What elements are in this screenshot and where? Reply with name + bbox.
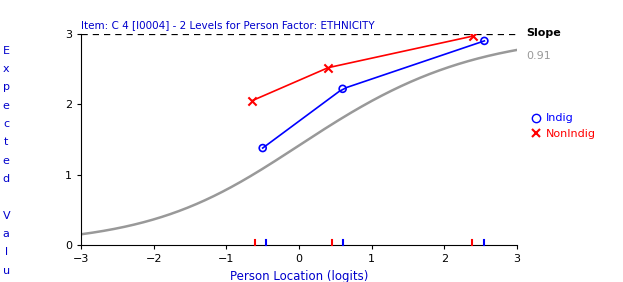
Text: p: p (2, 82, 10, 92)
Text: l: l (4, 247, 8, 257)
Point (258, 146, 268, 150)
Point (338, 87, 348, 91)
Point (468, 34, 478, 38)
Legend: Indig, NonIndig: Indig, NonIndig (531, 113, 596, 139)
Text: x: x (3, 64, 9, 74)
Text: Slope: Slope (526, 28, 561, 38)
Text: e: e (2, 101, 10, 111)
Text: a: a (2, 229, 10, 239)
Text: d: d (2, 174, 10, 184)
Text: Item: C 4 [I0004] - 2 Levels for Person Factor: ETHNICITY: Item: C 4 [I0004] - 2 Levels for Person … (81, 20, 374, 30)
Text: e: e (2, 156, 10, 166)
Text: V: V (2, 211, 10, 221)
Text: t: t (4, 137, 9, 147)
Text: c: c (3, 119, 9, 129)
Point (480, 39, 490, 43)
X-axis label: Person Location (logits): Person Location (logits) (230, 270, 368, 282)
Text: 0.91: 0.91 (526, 51, 551, 61)
Point (323, 65, 333, 70)
Text: u: u (2, 266, 10, 276)
Text: E: E (2, 46, 10, 56)
Point (247, 99, 257, 103)
